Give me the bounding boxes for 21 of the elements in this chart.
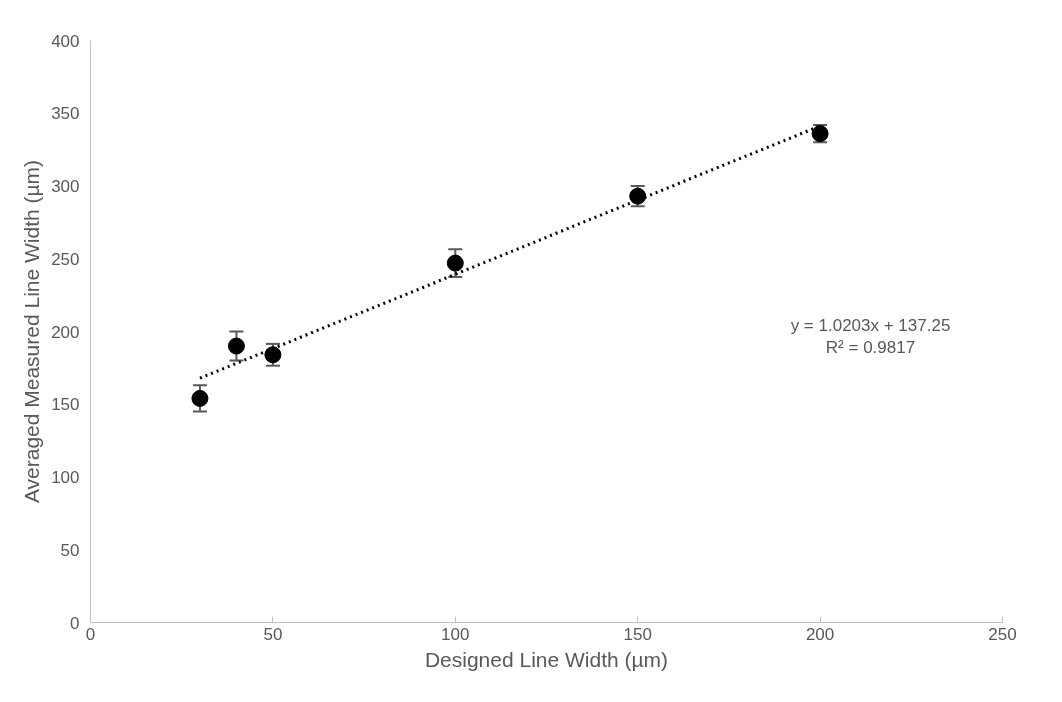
- x-tick-label: 150: [623, 624, 652, 644]
- y-tick-label: 350: [51, 104, 80, 124]
- x-axis-title: Designed Line Width (µm): [424, 647, 669, 671]
- y-tick-label: 200: [51, 322, 80, 342]
- x-tick-label: 50: [263, 624, 283, 644]
- point: [191, 389, 209, 407]
- y-tick-label: 300: [51, 177, 80, 196]
- y-tick-label: 250: [51, 249, 80, 269]
- y-tick-label: 400: [51, 31, 80, 51]
- y-tick-label: 100: [51, 468, 80, 487]
- x-tick-label: 0: [85, 624, 96, 644]
- y-tick-label: 150: [51, 395, 80, 415]
- point: [264, 346, 282, 364]
- y-tick-label: 50: [60, 540, 80, 560]
- x-tick-label: 250: [988, 624, 1017, 644]
- annotation: y = 1.0203x + 137.25 R² = 0.9817: [790, 315, 951, 358]
- point: [446, 254, 464, 272]
- x-tick-label: 100: [441, 624, 470, 644]
- x-tick-label: 200: [805, 624, 835, 644]
- y-axis-title: Averaged Measured Line Width (µm): [20, 159, 44, 504]
- point: [227, 337, 245, 355]
